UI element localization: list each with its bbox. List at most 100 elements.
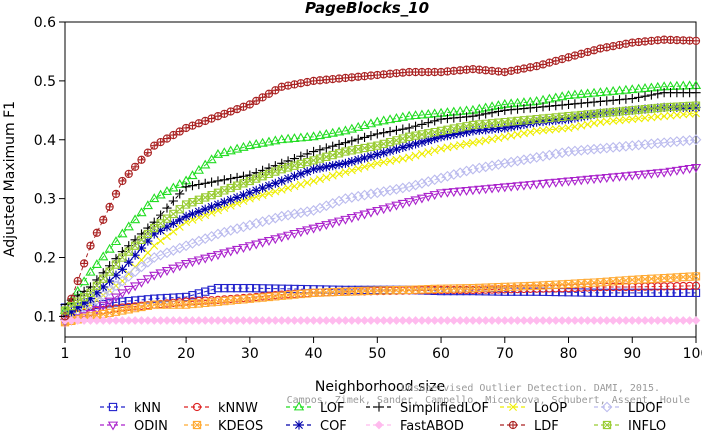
data-point bbox=[174, 262, 185, 272]
data-point bbox=[283, 174, 293, 184]
data-point bbox=[276, 134, 287, 144]
data-point bbox=[136, 278, 147, 288]
data-point bbox=[608, 316, 618, 325]
data-point bbox=[506, 316, 516, 325]
data-point bbox=[258, 316, 267, 325]
data-point bbox=[365, 118, 377, 128]
data-point bbox=[117, 264, 127, 274]
data-point bbox=[467, 163, 479, 175]
data-point bbox=[353, 134, 363, 144]
data-point bbox=[245, 283, 254, 293]
data-point bbox=[143, 316, 153, 325]
data-point bbox=[551, 101, 561, 111]
series-odin bbox=[59, 163, 702, 328]
data-point bbox=[652, 169, 663, 179]
data-point bbox=[429, 174, 441, 186]
data-point bbox=[537, 150, 549, 162]
data-point bbox=[201, 287, 210, 296]
data-point bbox=[467, 186, 479, 196]
data-point bbox=[532, 316, 542, 325]
credit-line-1: Unsupervised Outlier Detection. DAMI, 20… bbox=[401, 383, 660, 394]
y-axis-title: Adjusted Maximum F1 bbox=[2, 101, 18, 257]
data-point bbox=[666, 111, 675, 120]
data-point bbox=[282, 231, 294, 241]
data-point bbox=[372, 129, 382, 139]
data-point bbox=[627, 93, 637, 104]
data-point bbox=[271, 187, 280, 196]
data-point bbox=[321, 316, 331, 325]
data-point bbox=[442, 113, 453, 124]
data-point bbox=[321, 162, 331, 172]
data-point bbox=[690, 134, 702, 146]
data-point bbox=[398, 124, 408, 134]
data-point bbox=[156, 225, 166, 236]
legend-label: kNN bbox=[134, 401, 161, 416]
data-point bbox=[391, 183, 402, 195]
data-point bbox=[596, 288, 605, 297]
data-point bbox=[582, 175, 593, 185]
data-point bbox=[487, 108, 497, 118]
x-tick-label: 80 bbox=[560, 346, 578, 362]
data-point bbox=[328, 161, 338, 171]
legend-marker bbox=[293, 401, 305, 411]
data-point bbox=[454, 167, 466, 179]
data-point bbox=[290, 316, 299, 325]
data-point bbox=[595, 87, 606, 97]
legend-item-odin: ODIN bbox=[100, 419, 168, 434]
series-ldof bbox=[59, 134, 702, 322]
data-point bbox=[480, 185, 491, 195]
data-point bbox=[411, 151, 420, 160]
data-point bbox=[481, 109, 491, 119]
data-point bbox=[194, 206, 204, 217]
data-point bbox=[590, 119, 599, 128]
data-point bbox=[98, 301, 109, 311]
data-point bbox=[347, 136, 357, 146]
data-point bbox=[634, 92, 644, 102]
data-point bbox=[563, 99, 574, 110]
x-tick-label: 30 bbox=[241, 346, 259, 362]
data-point bbox=[142, 275, 154, 285]
data-point bbox=[193, 256, 205, 266]
data-point bbox=[411, 316, 420, 325]
legend-label: LOF bbox=[320, 401, 345, 416]
data-point bbox=[309, 316, 318, 325]
data-point bbox=[691, 36, 701, 45]
data-point bbox=[691, 102, 701, 112]
y-tick-label: 0.2 bbox=[34, 251, 56, 267]
data-point bbox=[264, 189, 273, 198]
data-point bbox=[481, 316, 491, 325]
data-point bbox=[359, 132, 370, 143]
data-point bbox=[295, 207, 307, 219]
data-point bbox=[322, 173, 331, 182]
data-point bbox=[359, 120, 370, 130]
data-point bbox=[435, 189, 447, 199]
data-point bbox=[79, 298, 89, 308]
data-point bbox=[538, 316, 548, 325]
data-point bbox=[672, 111, 681, 120]
data-point bbox=[104, 285, 115, 296]
data-point bbox=[194, 316, 204, 325]
data-point bbox=[269, 212, 281, 224]
data-point bbox=[628, 288, 637, 297]
data-point bbox=[570, 99, 580, 109]
data-point bbox=[321, 128, 332, 138]
data-point bbox=[366, 161, 375, 170]
data-point bbox=[251, 185, 261, 195]
data-point bbox=[347, 156, 357, 167]
data-point bbox=[538, 116, 548, 127]
legend-label: LDF bbox=[534, 419, 559, 434]
data-point bbox=[569, 89, 581, 99]
data-point bbox=[500, 105, 510, 115]
data-point bbox=[679, 281, 688, 291]
legend-item-knn: kNN bbox=[100, 401, 161, 416]
data-point bbox=[518, 154, 530, 166]
legend-label: ODIN bbox=[134, 419, 168, 434]
data-point bbox=[117, 289, 128, 299]
data-point bbox=[474, 125, 484, 135]
data-point bbox=[672, 316, 682, 325]
data-point bbox=[398, 316, 408, 325]
data-point bbox=[373, 159, 382, 168]
data-point bbox=[563, 90, 574, 100]
data-point bbox=[518, 181, 530, 191]
data-point bbox=[340, 125, 351, 135]
